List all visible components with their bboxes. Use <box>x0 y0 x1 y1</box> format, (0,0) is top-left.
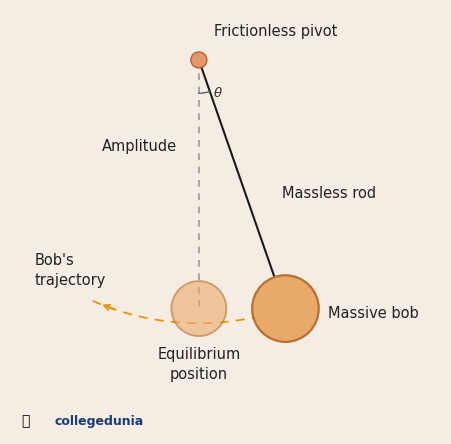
Circle shape <box>171 281 226 336</box>
Text: collegedunia: collegedunia <box>55 416 144 428</box>
Circle shape <box>191 52 207 68</box>
Text: $\theta$: $\theta$ <box>213 86 223 100</box>
Text: Amplitude: Amplitude <box>101 139 177 155</box>
Text: Massless rod: Massless rod <box>282 186 376 201</box>
Circle shape <box>252 275 319 342</box>
Text: Massive bob: Massive bob <box>327 305 419 321</box>
Text: 🎓: 🎓 <box>21 414 30 428</box>
Text: Equilibrium
position: Equilibrium position <box>157 347 240 382</box>
Text: Frictionless pivot: Frictionless pivot <box>214 24 338 39</box>
Text: Bob's
trajectory: Bob's trajectory <box>35 254 106 288</box>
